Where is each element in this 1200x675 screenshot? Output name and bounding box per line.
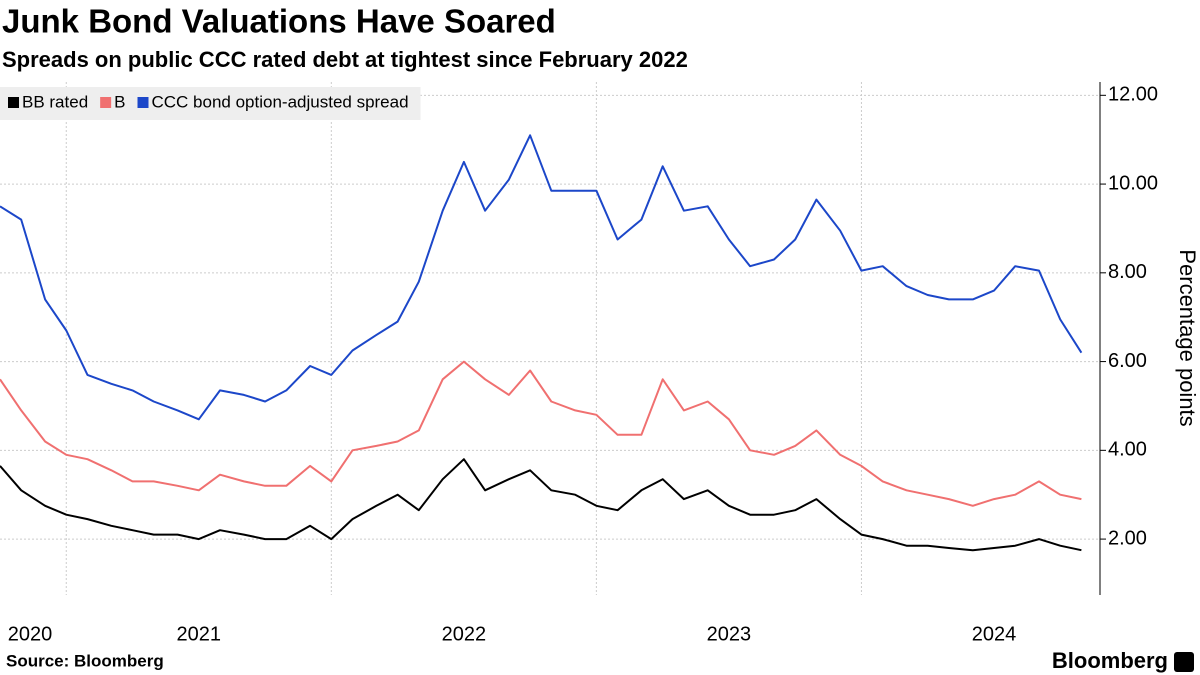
x-tick-label: 2022 bbox=[442, 623, 487, 645]
y-tick-label: 4.00 bbox=[1108, 439, 1147, 461]
chart-title: Junk Bond Valuations Have Soared bbox=[2, 3, 556, 40]
y-axis-title: Percentage points bbox=[1175, 249, 1200, 426]
x-tick-label: 2023 bbox=[707, 623, 752, 645]
x-tick-label: 2020 bbox=[8, 623, 53, 645]
series-line bbox=[0, 458, 1082, 552]
legend-swatch bbox=[137, 97, 149, 108]
source: Source: Bloomberg bbox=[6, 651, 164, 670]
legend-background bbox=[0, 87, 421, 120]
legend-swatch bbox=[8, 97, 19, 108]
legend-swatch bbox=[100, 97, 112, 108]
y-tick-label: 12.00 bbox=[1108, 84, 1158, 106]
chart-subtitle: Spreads on public CCC rated debt at tigh… bbox=[2, 47, 688, 72]
y-tick-label: 10.00 bbox=[1108, 172, 1158, 194]
legend-label: B bbox=[114, 92, 125, 111]
legend: BB rated B CCC bond option-adjusted spread bbox=[0, 87, 421, 120]
logo: Bloomberg bbox=[1052, 648, 1168, 673]
legend-label: CCC bond option-adjusted spread bbox=[152, 92, 409, 111]
y-tick-label: 8.00 bbox=[1108, 261, 1147, 283]
series-line bbox=[0, 360, 1082, 507]
logo-icon bbox=[1174, 652, 1194, 672]
legend-label: BB rated bbox=[22, 92, 88, 111]
x-tick-label: 2024 bbox=[972, 623, 1017, 645]
y-tick-label: 2.00 bbox=[1108, 527, 1147, 549]
series-line bbox=[0, 134, 1083, 421]
y-tick-label: 6.00 bbox=[1108, 350, 1147, 372]
x-tick-label: 2021 bbox=[177, 623, 222, 645]
